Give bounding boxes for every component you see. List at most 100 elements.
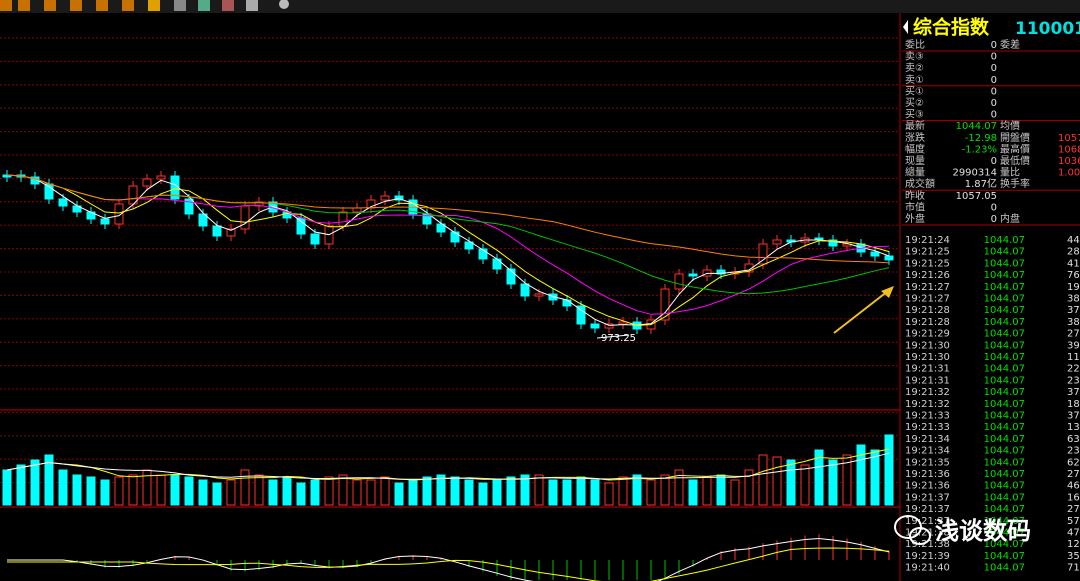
- candle: [562, 299, 572, 307]
- tick-volume: 446: [1067, 235, 1080, 246]
- candle: [296, 217, 306, 235]
- field-value: 0: [991, 40, 997, 51]
- tick-price: 1044.07: [984, 539, 1025, 550]
- tick-time: 19:21:26: [905, 270, 950, 281]
- field-value: 0: [991, 214, 997, 225]
- toolbar-icon[interactable]: [148, 0, 160, 11]
- volume-bar: [450, 476, 460, 506]
- index-title: 综合指数: [913, 16, 990, 39]
- field-value: 0: [991, 156, 997, 167]
- candle: [380, 195, 390, 201]
- tick-time: 19:21:30: [905, 352, 950, 363]
- field-label: 委差: [1000, 38, 1020, 51]
- tick-time: 19:21:37: [905, 492, 950, 503]
- tick-time: 19:21:32: [905, 399, 950, 410]
- volume-bar: [422, 476, 432, 506]
- toolbar-icon[interactable]: [222, 0, 234, 11]
- field-value: 0: [991, 52, 997, 63]
- tick-volume: 222: [1067, 364, 1080, 375]
- volume-bar: [30, 459, 40, 506]
- field-label: 卖②: [905, 62, 924, 74]
- field-value: 0: [991, 86, 997, 97]
- volume-bar: [464, 479, 474, 506]
- tick-price: 1044.07: [984, 516, 1025, 527]
- field-label: 现量: [905, 155, 925, 167]
- macd-line: [7, 537, 890, 581]
- field-label: 委比: [905, 38, 925, 51]
- volume-bar: [240, 469, 250, 506]
- tick-volume: 463: [1067, 481, 1080, 492]
- candle: [828, 239, 838, 247]
- candle: [884, 255, 894, 261]
- tick-price: 1044.07: [984, 258, 1025, 269]
- candle: [758, 243, 768, 265]
- toolbar-icon[interactable]: [96, 0, 108, 11]
- volume-bar: [212, 482, 222, 506]
- tick-volume: 373: [1067, 411, 1080, 422]
- candle: [212, 225, 222, 237]
- tick-price: 1044.07: [984, 504, 1025, 515]
- candle: [142, 178, 152, 187]
- field-label: 最高價: [1000, 142, 1030, 155]
- signal-line: [7, 547, 890, 581]
- tick-price: 1044.07: [984, 340, 1025, 351]
- volume-bar: [338, 474, 348, 506]
- candle: [394, 195, 404, 201]
- field-value: 0: [991, 110, 997, 121]
- toolbar-icon[interactable]: [0, 0, 12, 11]
- ma-line: [6, 174, 890, 326]
- volume-bar: [548, 479, 558, 506]
- candle: [184, 198, 194, 215]
- candle: [156, 175, 166, 180]
- tick-price: 1044.07: [984, 551, 1025, 562]
- tick-volume: 273: [1067, 504, 1080, 515]
- tick-price: 1044.07: [984, 282, 1025, 293]
- volume-bar: [716, 474, 726, 506]
- tick-time: 19:21:24: [905, 235, 950, 246]
- candle: [450, 231, 460, 243]
- low-label: 973.25: [601, 333, 636, 344]
- candle: [198, 213, 208, 227]
- toolbar-icon[interactable]: [246, 0, 258, 11]
- volume-bar: [506, 476, 516, 506]
- low-pointer: [596, 334, 630, 339]
- volume-bar: [184, 476, 194, 506]
- ma-line: [6, 174, 890, 264]
- toolbar-icon[interactable]: [18, 0, 30, 11]
- field-value: 2990314: [952, 168, 997, 179]
- volume-bar: [72, 474, 82, 506]
- tick-price: 1044.07: [984, 352, 1025, 363]
- tick-volume: 383: [1067, 294, 1080, 305]
- toolbar-icon[interactable]: [122, 0, 134, 11]
- toolbar-icon[interactable]: [198, 0, 210, 11]
- ma-line: [6, 174, 890, 295]
- volume-ma-line: [6, 452, 890, 480]
- volume-bar: [534, 474, 544, 506]
- field-label: 開盤價: [1000, 131, 1030, 144]
- toolbar-icon[interactable]: [70, 0, 82, 11]
- volume-bar: [324, 476, 334, 506]
- tick-volume: 473: [1067, 528, 1080, 539]
- panel-arrow[interactable]: [903, 20, 908, 34]
- toolbar-icon[interactable]: [174, 0, 186, 11]
- tick-volume: 764: [1067, 270, 1080, 281]
- field-value: 1036.17: [1058, 156, 1080, 167]
- settings-icon[interactable]: [279, 0, 289, 9]
- candle: [674, 273, 684, 290]
- toolbar-icon[interactable]: [44, 0, 56, 11]
- candle: [226, 228, 236, 237]
- volume-bar: [646, 479, 656, 506]
- tick-volume: 166: [1067, 492, 1080, 503]
- candle: [436, 223, 446, 233]
- index-code: 110001: [1015, 19, 1080, 39]
- volume-bar: [170, 474, 180, 506]
- tick-price: 1044.07: [984, 364, 1025, 375]
- tick-volume: 273: [1067, 329, 1080, 340]
- candle: [660, 288, 670, 321]
- arrow: [833, 290, 889, 334]
- volume-bar: [394, 482, 404, 506]
- tick-volume: 570: [1067, 516, 1080, 527]
- volume-bar: [562, 479, 572, 506]
- tick-time: 19:21:40: [905, 563, 950, 574]
- volume-bar: [828, 459, 838, 506]
